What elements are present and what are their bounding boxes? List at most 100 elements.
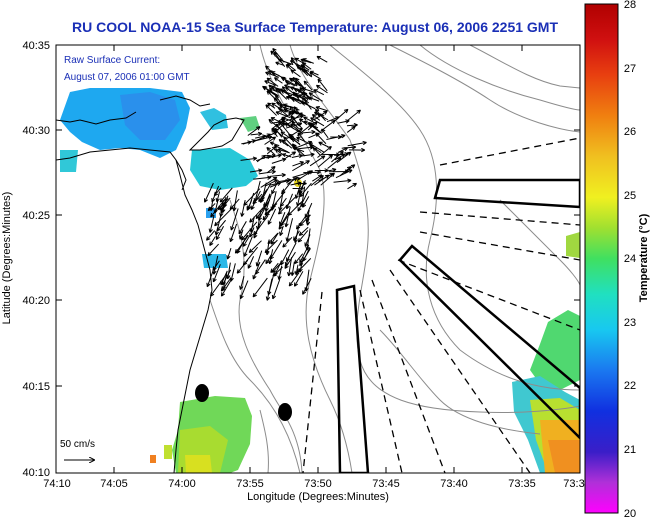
current-vector xyxy=(301,64,311,77)
current-vector xyxy=(279,225,284,236)
current-vector xyxy=(240,156,258,161)
current-vector xyxy=(258,169,276,175)
y-tick-label: 40:10 xyxy=(22,467,50,479)
current-vector xyxy=(309,155,326,167)
current-vector xyxy=(292,160,310,172)
current-vector xyxy=(264,194,272,212)
y-tick-label: 40:35 xyxy=(22,40,50,52)
current-vector xyxy=(268,249,274,265)
current-vector xyxy=(284,256,290,267)
current-vector xyxy=(258,207,266,221)
current-vector xyxy=(247,126,261,136)
current-vector xyxy=(320,172,335,186)
current-vector xyxy=(303,91,311,100)
current-vector xyxy=(293,140,313,150)
current-vector xyxy=(229,223,238,243)
current-vector xyxy=(302,247,311,262)
axis-ticks xyxy=(56,45,580,473)
current-vector xyxy=(226,262,231,280)
current-vector xyxy=(278,215,289,230)
current-label-line2: August 07, 2006 01:00 GMT xyxy=(64,72,190,83)
current-vector xyxy=(313,89,325,96)
current-vector xyxy=(296,64,309,76)
current-vector xyxy=(303,80,313,91)
current-vector xyxy=(241,140,252,145)
y-tick-label: 40:30 xyxy=(22,125,50,137)
current-vector xyxy=(288,272,300,287)
current-vector xyxy=(297,230,309,243)
current-vector xyxy=(310,117,325,127)
current-vector xyxy=(317,145,332,158)
current-vector xyxy=(346,122,358,128)
plot-area xyxy=(56,45,580,473)
current-vector xyxy=(271,102,282,110)
current-vector xyxy=(294,57,306,65)
current-vector xyxy=(294,182,302,199)
current-vector xyxy=(293,230,300,241)
current-vector xyxy=(311,113,321,121)
coastline xyxy=(56,95,245,473)
current-vector xyxy=(239,276,245,290)
current-vector xyxy=(271,180,279,195)
current-vector xyxy=(294,253,304,265)
current-vector xyxy=(278,111,295,122)
current-vector xyxy=(252,261,261,280)
current-vector xyxy=(275,101,290,108)
current-vector xyxy=(296,193,301,207)
current-vector xyxy=(281,86,292,99)
current-vector xyxy=(265,104,277,116)
x-tick-label: 74:05 xyxy=(100,478,128,490)
current-vector xyxy=(296,145,314,150)
y-tick-label: 40:15 xyxy=(22,381,50,393)
current-vector xyxy=(205,230,216,241)
current-vector xyxy=(269,240,283,260)
current-vector xyxy=(270,232,279,245)
transect-polygons xyxy=(335,178,580,473)
current-vector xyxy=(308,92,323,102)
current-vector xyxy=(248,240,262,254)
current-vector xyxy=(255,134,267,139)
current-vector xyxy=(259,183,272,203)
current-vector xyxy=(288,77,298,84)
current-vector xyxy=(297,123,313,137)
current-vector xyxy=(317,154,333,168)
current-vector xyxy=(217,198,229,211)
colorbar-tick-labels: 28 27 26 25 24 23 22 21 20 xyxy=(624,0,636,518)
colorbar-label: Temperature (°C) xyxy=(638,213,650,302)
current-vector xyxy=(265,278,273,301)
current-vector xyxy=(297,190,309,212)
current-vector xyxy=(330,134,342,140)
current-vector xyxy=(243,236,253,257)
current-vector xyxy=(270,262,279,274)
current-vector xyxy=(286,177,298,185)
current-vector xyxy=(314,174,330,186)
current-vector xyxy=(290,127,303,137)
colorbar-tick: 20 xyxy=(624,508,636,518)
current-vector xyxy=(300,186,306,207)
current-vector xyxy=(264,136,277,145)
current-vector xyxy=(284,84,298,90)
x-tick-label: 74:00 xyxy=(168,478,196,490)
current-vector xyxy=(246,200,253,211)
current-vector xyxy=(272,122,286,135)
current-vector xyxy=(333,178,352,183)
current-vector xyxy=(295,77,307,91)
current-vector xyxy=(305,214,311,226)
current-vector xyxy=(282,236,293,248)
current-vector xyxy=(271,279,281,300)
current-vector xyxy=(302,129,316,135)
current-vector xyxy=(320,152,341,157)
current-vector xyxy=(337,119,350,124)
current-vector xyxy=(301,101,316,110)
current-vector xyxy=(284,206,291,228)
current-vector xyxy=(302,58,314,64)
colorbar-tick: 26 xyxy=(624,126,636,138)
current-vector xyxy=(285,80,296,87)
current-vector xyxy=(310,175,324,187)
marker-dot-east xyxy=(278,403,292,421)
current-vector xyxy=(285,218,294,242)
current-vector xyxy=(347,182,357,190)
current-vector xyxy=(252,277,268,298)
current-vector xyxy=(213,187,222,197)
current-vector xyxy=(275,111,291,119)
